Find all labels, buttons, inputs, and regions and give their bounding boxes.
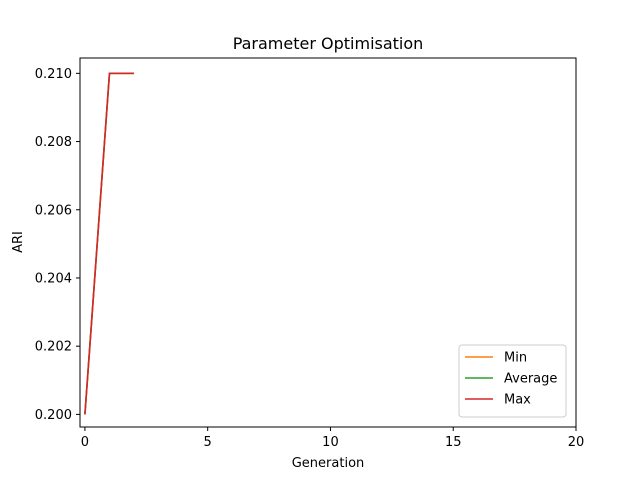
x-axis-label: Generation: [292, 456, 365, 471]
chart-title: Parameter Optimisation: [233, 34, 424, 53]
legend-label: Min: [504, 351, 527, 366]
legend-label: Max: [504, 393, 531, 408]
x-axis: 0 5 10 15 20: [81, 427, 585, 450]
x-tick-label: 10: [322, 435, 339, 450]
x-tick-label: 5: [204, 435, 212, 450]
series-line-max: [84, 72, 135, 415]
y-axis: 0.200 0.202 0.204 0.206 0.208 0.210: [35, 67, 80, 423]
y-tick-label: 0.208: [35, 135, 72, 150]
x-tick-label: 20: [568, 435, 585, 450]
y-axis-label: ARI: [11, 231, 26, 253]
plot-frame: [79, 57, 577, 428]
x-tick-label: 0: [81, 435, 89, 450]
x-tick-label: 15: [445, 435, 462, 450]
y-tick-label: 0.206: [35, 203, 72, 218]
y-tick-label: 0.210: [35, 67, 72, 82]
y-tick-label: 0.202: [35, 340, 72, 355]
y-tick-label: 0.204: [35, 271, 72, 286]
legend-label: Average: [504, 372, 557, 387]
y-tick-label: 0.200: [35, 408, 72, 423]
legend: Min Average Max: [458, 344, 567, 418]
